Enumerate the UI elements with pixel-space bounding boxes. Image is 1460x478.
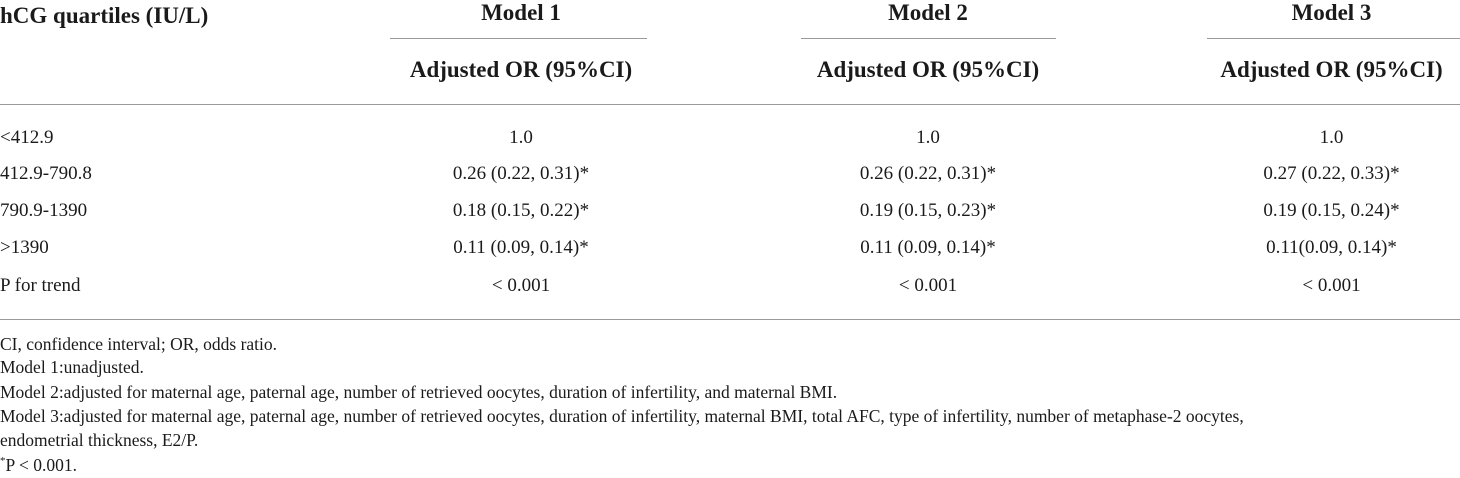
model-2-title: Model 2 (888, 0, 968, 25)
footnote-model-3: Model 3:adjusted for maternal age, pater… (0, 406, 1244, 426)
cell-model-2: 1.0 (916, 127, 940, 148)
cell-model-1: 0.11 (0.09, 0.14)* (453, 237, 589, 258)
significance-text: P < 0.001. (5, 455, 77, 475)
cell-model-1: 0.18 (0.15, 0.22)* (452, 200, 590, 221)
model-1-subheader: Adjusted OR (95%CI) (409, 57, 633, 82)
row-header-label: hCG quartiles (IU/L) (0, 3, 209, 28)
cell-model-3: < 0.001 (1302, 275, 1361, 296)
cell-model-3: 0.11(0.09, 0.14)* (1266, 237, 1397, 258)
model-1-title: Model 1 (481, 0, 561, 25)
model-2-subheader: Adjusted OR (95%CI) (816, 57, 1040, 82)
row-label: P for trend (0, 275, 81, 296)
footnote-model-1: Model 1:unadjusted. (0, 357, 144, 377)
header-bottom-rule (0, 104, 1460, 105)
cell-model-2: 0.19 (0.15, 0.23)* (859, 200, 997, 221)
row-label: <412.9 (0, 127, 54, 148)
significance-star: * (0, 455, 6, 468)
model-2-underline (801, 38, 1056, 39)
footnote-significance: *P < 0.001. (0, 454, 77, 476)
cell-model-2: 0.11 (0.09, 0.14)* (860, 237, 996, 258)
footnote-model-3-continued: endometrial thickness, E2/P. (0, 430, 199, 450)
model-3-subheader: Adjusted OR (95%CI) (1220, 57, 1443, 82)
model-1-underline (390, 38, 647, 39)
cell-model-1: 1.0 (509, 127, 533, 148)
footnote-model-2: Model 2:adjusted for maternal age, pater… (0, 382, 838, 402)
row-label: 412.9-790.8 (0, 163, 92, 184)
cell-model-3: 0.27 (0.22, 0.33)* (1263, 163, 1400, 184)
row-label: 790.9-1390 (0, 200, 88, 221)
model-3-underline (1207, 38, 1460, 39)
cell-model-1: 0.26 (0.22, 0.31)* (452, 163, 590, 184)
cell-model-1: < 0.001 (491, 275, 551, 296)
row-label: >1390 (0, 237, 49, 258)
footnote-abbreviations: CI, confidence interval; OR, odds ratio. (0, 334, 278, 354)
table-bottom-rule (0, 319, 1460, 320)
cell-model-2: < 0.001 (898, 275, 958, 296)
cell-model-2: 0.26 (0.22, 0.31)* (859, 163, 997, 184)
cell-model-3: 1.0 (1319, 127, 1344, 148)
cell-model-3: 0.19 (0.15, 0.24)* (1263, 200, 1400, 221)
model-3-title: Model 3 (1291, 0, 1372, 25)
